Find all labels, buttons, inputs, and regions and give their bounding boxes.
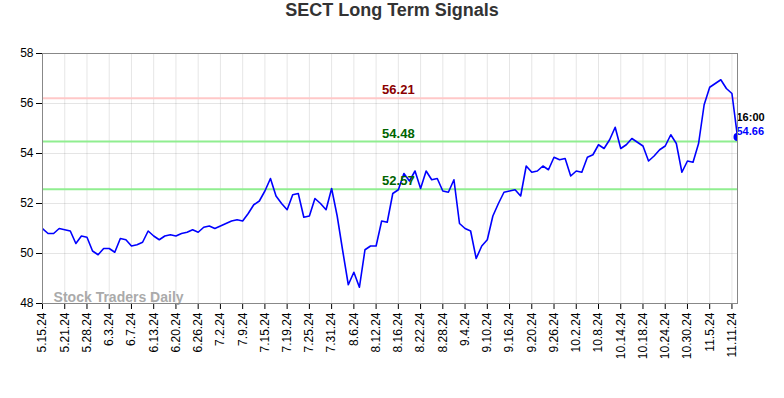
svg-text:8.28.24: 8.28.24 (436, 312, 450, 352)
svg-text:8.12.24: 8.12.24 (369, 312, 383, 352)
svg-text:58: 58 (20, 46, 34, 60)
svg-text:7.15.24: 7.15.24 (258, 312, 272, 352)
svg-text:10.24.24: 10.24.24 (658, 312, 672, 359)
svg-text:9.16.24: 9.16.24 (502, 312, 516, 352)
svg-text:7.2.24: 7.2.24 (213, 312, 227, 346)
svg-text:11.5.24: 11.5.24 (703, 312, 717, 351)
svg-text:54.66: 54.66 (737, 125, 765, 137)
svg-text:8.6.24: 8.6.24 (347, 312, 361, 346)
svg-text:56: 56 (20, 96, 34, 110)
svg-text:54.48: 54.48 (382, 126, 415, 141)
svg-text:8.16.24: 8.16.24 (391, 312, 405, 352)
svg-text:5.28.24: 5.28.24 (80, 312, 94, 352)
svg-text:9.20.24: 9.20.24 (525, 312, 539, 352)
svg-text:7.25.24: 7.25.24 (302, 312, 316, 352)
svg-text:7.31.24: 7.31.24 (324, 312, 338, 352)
html-text:SECT Long Term Signals: SECT Long Term Signals (285, 0, 499, 20)
svg-text:7.9.24: 7.9.24 (236, 312, 250, 346)
svg-text:54: 54 (20, 146, 34, 160)
svg-text:10.2.24: 10.2.24 (569, 312, 583, 352)
svg-text:5.15.24: 5.15.24 (35, 312, 49, 352)
svg-text:52: 52 (20, 196, 34, 210)
svg-text:7.19.24: 7.19.24 (280, 312, 294, 352)
svg-text:5.21.24: 5.21.24 (58, 312, 72, 352)
svg-text:9.4.24: 9.4.24 (458, 312, 472, 346)
svg-text:9.26.24: 9.26.24 (547, 312, 561, 352)
svg-text:6.13.24: 6.13.24 (147, 312, 161, 352)
svg-text:10.18.24: 10.18.24 (636, 312, 650, 359)
svg-text:50: 50 (20, 246, 34, 260)
svg-text:9.10.24: 9.10.24 (480, 312, 494, 352)
svg-text:10.14.24: 10.14.24 (614, 312, 628, 359)
svg-text:10.8.24: 10.8.24 (591, 312, 605, 352)
svg-text:16:00: 16:00 (737, 111, 765, 123)
svg-text:52.57: 52.57 (382, 173, 415, 188)
svg-text:6.26.24: 6.26.24 (191, 312, 205, 352)
svg-text:48: 48 (20, 296, 34, 310)
svg-text:8.22.24: 8.22.24 (413, 312, 427, 352)
svg-text:6.3.24: 6.3.24 (102, 312, 116, 346)
svg-text:11.11.24: 11.11.24 (725, 312, 739, 357)
svg-text:Stock Traders Daily: Stock Traders Daily (54, 289, 184, 305)
svg-text:10.30.24: 10.30.24 (680, 312, 694, 359)
svg-text:6.20.24: 6.20.24 (169, 312, 183, 352)
svg-text:6.7.24: 6.7.24 (124, 312, 138, 346)
svg-text:56.21: 56.21 (382, 82, 415, 97)
